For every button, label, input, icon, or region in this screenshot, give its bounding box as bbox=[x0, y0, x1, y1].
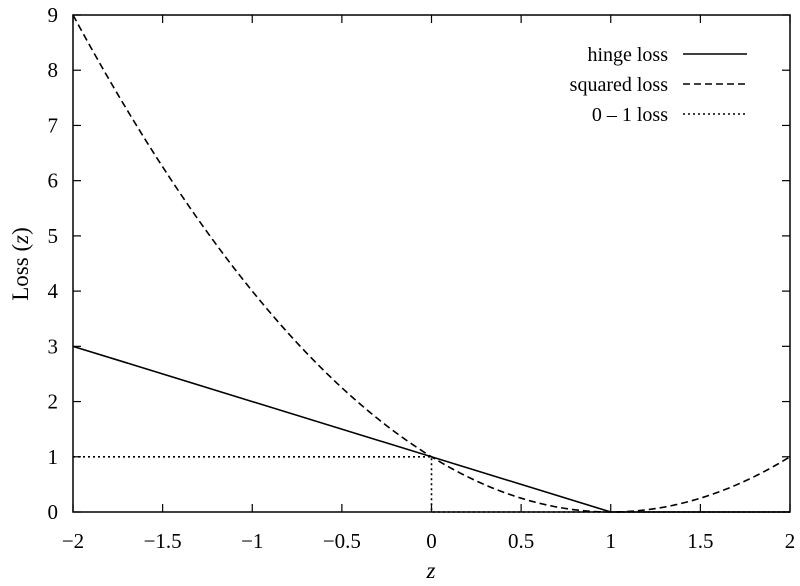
legend-label: hinge loss bbox=[587, 44, 668, 66]
plot-frame bbox=[72, 14, 791, 513]
x-tick-label: −0.5 bbox=[323, 529, 361, 553]
y-tick-label: 9 bbox=[48, 3, 59, 27]
x-tick-label: 2 bbox=[785, 529, 796, 553]
legend: hinge loss squared loss 0 – 1 loss bbox=[570, 44, 747, 126]
y-axis-title-prefix: Loss ( bbox=[8, 244, 33, 301]
x-axis-title: z bbox=[426, 558, 436, 583]
y-tick-label: 0 bbox=[48, 500, 59, 524]
y-tick-label: 6 bbox=[48, 169, 59, 193]
x-tick-label: 1 bbox=[606, 529, 617, 553]
x-tick-label: 0.5 bbox=[508, 529, 534, 553]
series-layer bbox=[72, 14, 791, 513]
series-line-0 bbox=[72, 345, 790, 513]
y-tick-labels: 0 1 2 3 4 5 6 7 8 9 bbox=[48, 3, 59, 524]
y-axis-title: Loss (z) bbox=[8, 227, 33, 301]
x-tick-label: −2 bbox=[62, 529, 84, 553]
x-tick-label: 1.5 bbox=[687, 529, 713, 553]
y-tick-label: 1 bbox=[48, 445, 59, 469]
legend-label: squared loss bbox=[570, 74, 669, 96]
series-line-1 bbox=[72, 14, 791, 513]
legend-label: 0 – 1 loss bbox=[592, 104, 668, 126]
x-tick-label: −1.5 bbox=[144, 529, 182, 553]
y-tick-label: 7 bbox=[48, 113, 59, 137]
series-line-2 bbox=[73, 455, 790, 513]
x-tick-labels: −2 −1.5 −1 −0.5 0 0.5 1 1.5 2 bbox=[62, 529, 795, 553]
axis-ticks bbox=[72, 14, 791, 513]
y-tick-label: 4 bbox=[48, 279, 59, 303]
y-axis-title-var: z bbox=[8, 235, 33, 245]
x-tick-label: 0 bbox=[426, 529, 437, 553]
y-tick-label: 5 bbox=[48, 224, 59, 248]
y-tick-label: 2 bbox=[48, 390, 59, 414]
y-axis-title-suffix: ) bbox=[8, 227, 33, 235]
x-tick-label: −1 bbox=[241, 529, 263, 553]
y-tick-label: 3 bbox=[48, 334, 59, 358]
y-tick-label: 8 bbox=[48, 58, 59, 82]
